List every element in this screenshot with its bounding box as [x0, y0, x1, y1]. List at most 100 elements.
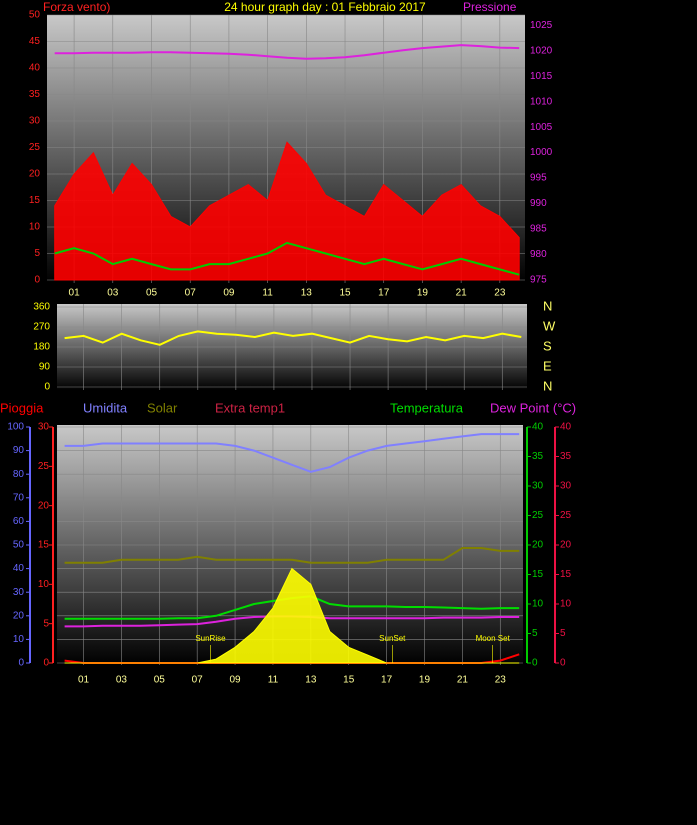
- x-tick-label: 19: [417, 288, 429, 299]
- y-tick-label: 1015: [530, 71, 553, 82]
- y-tick-label: 30: [560, 481, 572, 492]
- y-tick-label: 80: [13, 469, 25, 480]
- x-tick-label: 17: [378, 288, 390, 299]
- x-tick-label: 03: [116, 675, 128, 686]
- y-tick-label: 360: [33, 302, 50, 313]
- y-tick-label: 50: [13, 540, 25, 551]
- area: [54, 141, 520, 281]
- x-tick-label: 01: [78, 675, 90, 686]
- x-tick-label: 23: [494, 288, 506, 299]
- y-tick-label: 40: [560, 422, 572, 433]
- series-line: [64, 330, 522, 346]
- y-tick-label: 10: [560, 599, 572, 610]
- y-tick-label: 10: [29, 222, 41, 233]
- y-tick-label: N: [543, 298, 552, 313]
- legend-entry: Temperatura: [390, 400, 464, 415]
- y-tick-label: W: [543, 318, 556, 333]
- y-tick-label: 5: [532, 628, 538, 639]
- x-tick-label: 19: [419, 675, 431, 686]
- y-tick-label: 90: [13, 445, 25, 456]
- y-tick-label: 10: [13, 634, 25, 645]
- y-tick-label: E: [543, 358, 552, 373]
- x-tick-label: 17: [381, 675, 393, 686]
- x-tick-label: 05: [154, 675, 166, 686]
- y-tick-label: 15: [29, 195, 41, 206]
- x-tick-label: 11: [268, 675, 279, 686]
- legend-entry: Umidita: [83, 400, 128, 415]
- series-line: [54, 44, 520, 60]
- right-axis-label: Pressione: [463, 0, 517, 14]
- x-tick-label: 15: [339, 288, 351, 299]
- x-tick-label: 07: [185, 288, 197, 299]
- y-tick-label: 270: [33, 322, 50, 333]
- y-tick-label: 0: [18, 658, 24, 669]
- series-line: [54, 241, 520, 276]
- y-tick-label: 70: [13, 492, 25, 503]
- series-line: [64, 433, 520, 473]
- y-tick-label: 30: [13, 587, 25, 598]
- y-tick-label: 975: [530, 275, 547, 286]
- annotation: SunRise: [195, 634, 226, 643]
- y-tick-label: 20: [13, 610, 25, 621]
- y-tick-label: 1010: [530, 96, 553, 107]
- y-tick-label: 35: [560, 451, 572, 462]
- series-line: [64, 547, 520, 564]
- x-tick-label: 03: [107, 288, 119, 299]
- x-tick-label: 13: [301, 288, 313, 299]
- y-tick-label: 0: [43, 658, 49, 669]
- y-tick-label: 0: [532, 658, 538, 669]
- area: [64, 567, 520, 664]
- y-tick-label: 15: [560, 569, 572, 580]
- x-tick-label: 01: [69, 288, 81, 299]
- x-tick-label: 21: [457, 675, 469, 686]
- y-tick-label: 5: [34, 248, 40, 259]
- y-tick-label: 5: [560, 628, 566, 639]
- legend-entry: Pioggia: [0, 400, 44, 415]
- y-tick-label: 20: [29, 169, 41, 180]
- chart-title: 24 hour graph day : 01 Febbraio 2017: [224, 0, 426, 14]
- y-tick-label: 1025: [530, 20, 553, 31]
- y-tick-label: 0: [560, 658, 566, 669]
- y-tick-label: 40: [29, 63, 41, 74]
- y-tick-label: 1000: [530, 147, 553, 158]
- y-tick-label: 100: [7, 422, 24, 433]
- y-tick-label: 30: [29, 116, 41, 127]
- y-tick-label: 20: [38, 500, 50, 511]
- x-tick-label: 13: [305, 675, 317, 686]
- y-tick-label: 1020: [530, 45, 553, 56]
- y-tick-label: 30: [532, 481, 544, 492]
- y-tick-label: 25: [532, 510, 544, 521]
- y-tick-label: 60: [13, 516, 25, 527]
- y-tick-label: 40: [532, 422, 544, 433]
- y-tick-label: 1005: [530, 122, 553, 133]
- y-tick-label: 10: [532, 599, 544, 610]
- legend-entry: Dew Point (°C): [490, 400, 576, 415]
- x-tick-label: 11: [262, 288, 273, 299]
- annotation: Moon Set: [476, 634, 511, 643]
- annotation: SunSet: [379, 634, 406, 643]
- y-tick-label: 90: [39, 362, 51, 373]
- y-tick-label: 15: [38, 540, 50, 551]
- legend-entry: Solar: [147, 400, 178, 415]
- y-tick-label: 35: [532, 451, 544, 462]
- y-tick-label: 20: [532, 540, 544, 551]
- y-tick-label: 10: [38, 579, 50, 590]
- x-tick-label: 23: [495, 675, 507, 686]
- y-tick-label: 180: [33, 342, 50, 353]
- y-tick-label: 15: [532, 569, 544, 580]
- x-tick-label: 07: [192, 675, 204, 686]
- y-tick-label: 20: [560, 540, 572, 551]
- legend-entry: Extra temp1: [215, 400, 285, 415]
- y-tick-label: 990: [530, 198, 547, 209]
- x-tick-label: 05: [146, 288, 158, 299]
- y-tick-label: 980: [530, 249, 547, 260]
- y-tick-label: 25: [560, 510, 572, 521]
- x-tick-label: 09: [230, 675, 242, 686]
- y-tick-label: 5: [43, 618, 49, 629]
- x-tick-label: 09: [223, 288, 235, 299]
- y-tick-label: 25: [29, 142, 41, 153]
- y-tick-label: 985: [530, 224, 547, 235]
- y-tick-label: N: [543, 378, 552, 393]
